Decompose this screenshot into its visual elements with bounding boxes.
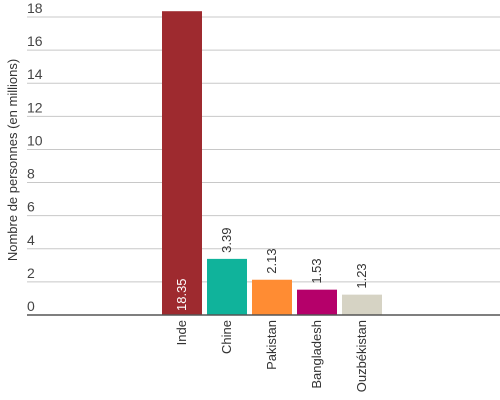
bar-pakistan — [252, 279, 292, 315]
bar-chine — [207, 258, 247, 315]
x-tick-label: Pakistan — [264, 320, 279, 370]
bar-bangladesh — [297, 289, 337, 315]
y-axis-ticks: 0 2 4 6 8 10 12 14 16 18 — [27, 0, 43, 314]
gridlines — [27, 16, 500, 283]
y-tick-label: 4 — [27, 232, 35, 248]
bars — [162, 11, 382, 315]
x-tick-label: Ouzbékistan — [354, 320, 369, 392]
y-tick-label: 2 — [27, 265, 35, 281]
data-label: 3.39 — [219, 228, 234, 253]
y-tick-label: 10 — [27, 132, 43, 148]
x-tick-label: Chine — [219, 320, 234, 354]
y-tick-label: 0 — [27, 298, 35, 314]
y-tick-label: 16 — [27, 33, 43, 49]
data-label: 1.53 — [309, 258, 324, 283]
data-label: 1.23 — [354, 263, 369, 288]
bar-inde — [162, 11, 202, 315]
x-axis-categories: Inde Chine Pakistan Bangladesh Ouzbékistan — [174, 320, 369, 392]
y-axis-label: Nombre de personnes (en millions) — [5, 59, 20, 261]
y-tick-label: 12 — [27, 99, 43, 115]
data-label: 2.13 — [264, 248, 279, 273]
y-tick-label: 8 — [27, 166, 35, 182]
y-tick-label: 18 — [27, 0, 43, 16]
data-label: 18.35 — [174, 278, 189, 311]
bar-ouzbékistan — [342, 294, 382, 315]
x-tick-label: Inde — [174, 320, 189, 345]
y-tick-label: 6 — [27, 199, 35, 215]
data-labels: 18.35 3.39 2.13 1.53 1.23 — [174, 228, 369, 311]
y-tick-label: 14 — [27, 66, 43, 82]
x-tick-label: Bangladesh — [309, 320, 324, 389]
